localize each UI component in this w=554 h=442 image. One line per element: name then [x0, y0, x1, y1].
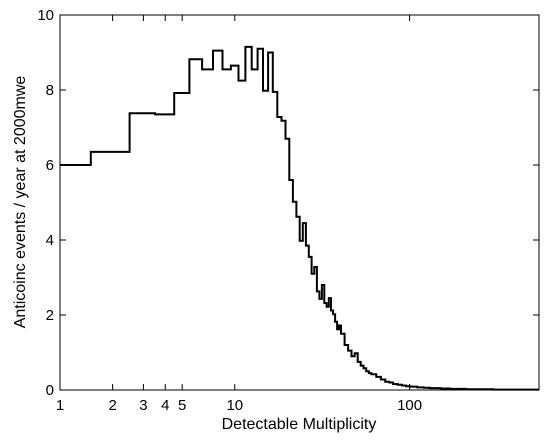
- y-tick-label: 10: [37, 7, 54, 24]
- plot-frame: [59, 14, 540, 391]
- x-tick-label: 1: [56, 397, 64, 414]
- y-tick-label: 2: [46, 307, 54, 324]
- y-tick-label: 4: [46, 232, 54, 249]
- x-tick-label: 4: [161, 397, 169, 414]
- x-tick-label: 100: [397, 397, 422, 414]
- series-line: [60, 45, 539, 391]
- x-axis-label: Detectable Multiplicity: [222, 416, 377, 433]
- y-axis-label: Anticoinc events / year at 2000mwe: [12, 76, 29, 329]
- x-tick-label: 3: [139, 397, 147, 414]
- y-axis-ticks: 0 2 4 6 8 10: [37, 7, 539, 399]
- y-tick-label: 8: [46, 82, 54, 99]
- x-tick-label: 2: [108, 397, 116, 414]
- x-tick-label: 10: [226, 397, 243, 414]
- y-tick-label: 0: [46, 382, 54, 399]
- y-tick-label: 6: [46, 157, 54, 174]
- x-tick-label: 5: [178, 397, 186, 414]
- x-axis-ticks: 1 2 3 4 5 10 100: [56, 15, 422, 414]
